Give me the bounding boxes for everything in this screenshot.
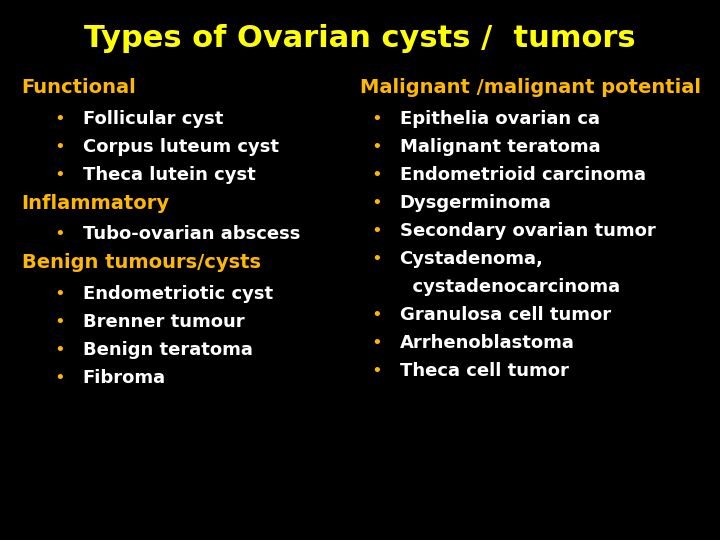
Text: Fibroma: Fibroma <box>83 369 166 387</box>
Text: Dysgerminoma: Dysgerminoma <box>400 194 552 212</box>
Text: Arrhenoblastoma: Arrhenoblastoma <box>400 334 575 352</box>
Text: Tubo-ovarian abscess: Tubo-ovarian abscess <box>83 225 300 243</box>
Text: Malignant /malignant potential: Malignant /malignant potential <box>360 78 701 97</box>
Text: •: • <box>371 222 382 240</box>
Text: Benign tumours/cysts: Benign tumours/cysts <box>22 253 261 272</box>
Text: Malignant teratoma: Malignant teratoma <box>400 138 600 156</box>
Text: Granulosa cell tumor: Granulosa cell tumor <box>400 306 611 324</box>
Text: Brenner tumour: Brenner tumour <box>83 313 244 330</box>
Text: •: • <box>371 166 382 184</box>
Text: •: • <box>54 225 65 243</box>
Text: Secondary ovarian tumor: Secondary ovarian tumor <box>400 222 655 240</box>
Text: •: • <box>371 362 382 380</box>
Text: Endometriotic cyst: Endometriotic cyst <box>83 285 273 302</box>
Text: Theca cell tumor: Theca cell tumor <box>400 362 569 380</box>
Text: •: • <box>371 306 382 324</box>
Text: •: • <box>371 138 382 156</box>
Text: Epithelia ovarian ca: Epithelia ovarian ca <box>400 110 600 127</box>
Text: •: • <box>54 341 65 359</box>
Text: cystadenocarcinoma: cystadenocarcinoma <box>400 278 620 296</box>
Text: •: • <box>54 110 65 127</box>
Text: Inflammatory: Inflammatory <box>22 194 170 213</box>
Text: Endometrioid carcinoma: Endometrioid carcinoma <box>400 166 646 184</box>
Text: Theca lutein cyst: Theca lutein cyst <box>83 166 256 184</box>
Text: Corpus luteum cyst: Corpus luteum cyst <box>83 138 279 156</box>
Text: •: • <box>371 334 382 352</box>
Text: Types of Ovarian cysts /  tumors: Types of Ovarian cysts / tumors <box>84 24 636 53</box>
Text: •: • <box>371 250 382 268</box>
Text: •: • <box>54 369 65 387</box>
Text: •: • <box>54 313 65 330</box>
Text: •: • <box>371 110 382 127</box>
Text: •: • <box>54 285 65 302</box>
Text: Benign teratoma: Benign teratoma <box>83 341 253 359</box>
Text: •: • <box>54 166 65 184</box>
Text: •: • <box>54 138 65 156</box>
Text: Follicular cyst: Follicular cyst <box>83 110 223 127</box>
Text: Cystadenoma,: Cystadenoma, <box>400 250 544 268</box>
Text: Functional: Functional <box>22 78 136 97</box>
Text: •: • <box>371 194 382 212</box>
